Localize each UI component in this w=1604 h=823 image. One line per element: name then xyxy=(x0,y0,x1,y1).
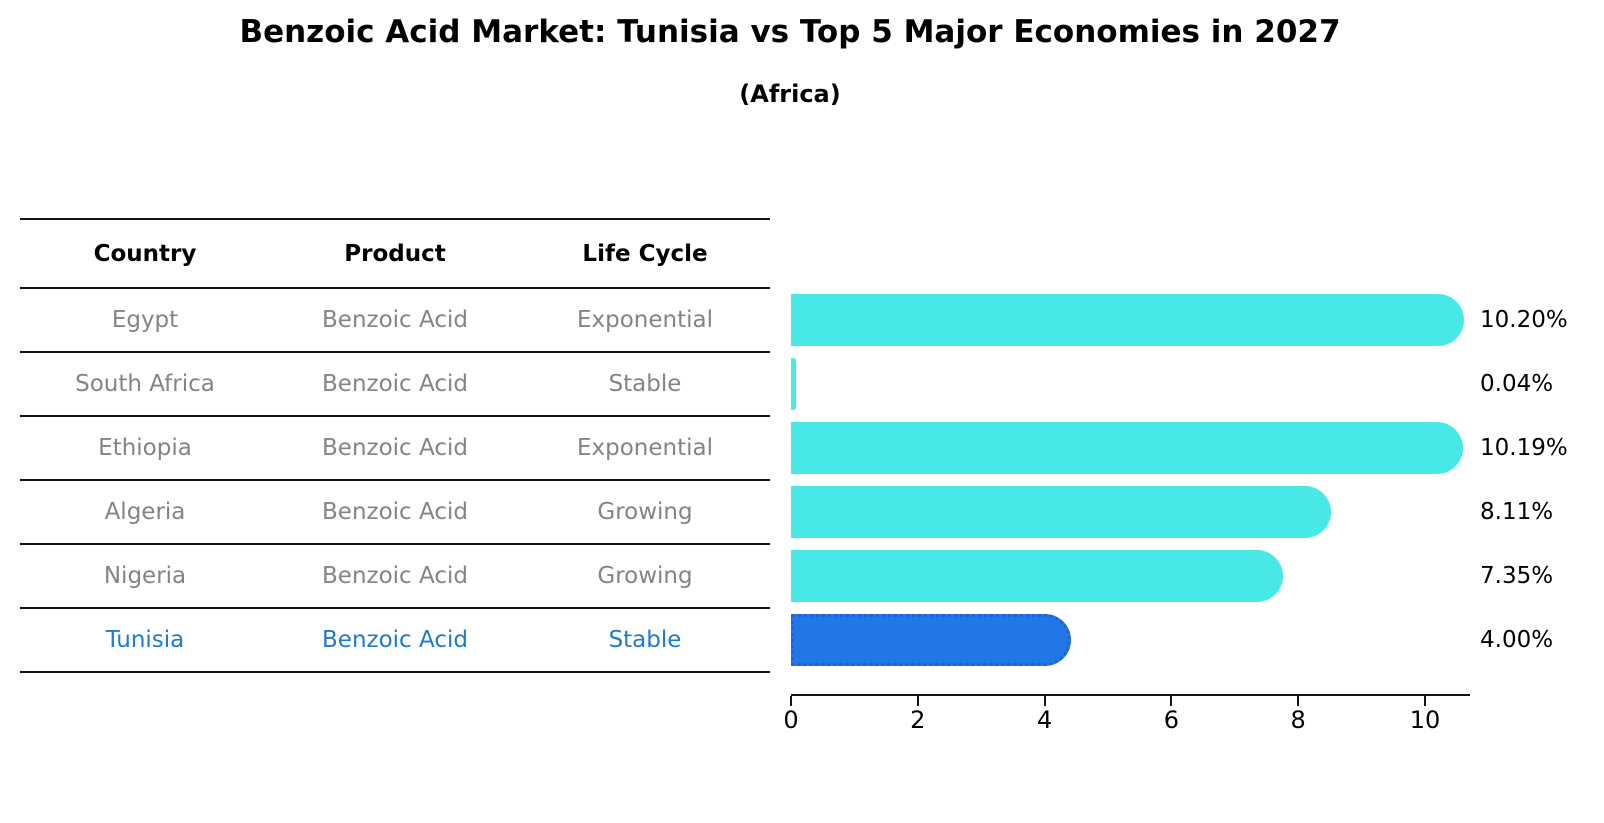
bar-south-africa xyxy=(791,358,797,410)
value-label-nigeria: 7.35% xyxy=(1480,563,1554,589)
x-tick-label-0: 0 xyxy=(783,706,799,734)
table-row-algeria: Algeria Benzoic Acid Growing xyxy=(20,481,770,545)
product-cell: Benzoic Acid xyxy=(322,371,468,397)
table-row-south-africa: South Africa Benzoic Acid Stable xyxy=(20,353,770,417)
product-cell: Benzoic Acid xyxy=(322,307,468,333)
life-cycle-cell: Growing xyxy=(597,499,693,525)
bar-egypt xyxy=(791,294,1464,346)
table-row-egypt: Egypt Benzoic Acid Exponential xyxy=(20,289,770,353)
x-tick-mark-8 xyxy=(1297,696,1300,706)
product-cell: Benzoic Acid xyxy=(322,563,468,589)
chart-title: Benzoic Acid Market: Tunisia vs Top 5 Ma… xyxy=(239,14,1341,50)
life-cycle-cell: Stable xyxy=(608,627,682,653)
bar-ethiopia xyxy=(791,422,1464,474)
bar-tunisia xyxy=(791,614,1071,666)
country-cell: Ethiopia xyxy=(98,435,192,461)
life-cycle-cell: Stable xyxy=(608,371,682,397)
chart-subtitle: (Africa) xyxy=(739,80,841,108)
value-label-egypt: 10.20% xyxy=(1480,307,1568,333)
x-tick-label-2: 2 xyxy=(910,706,926,734)
x-tick-label-4: 4 xyxy=(1036,706,1053,734)
x-tick-mark-4 xyxy=(1043,696,1046,706)
table-body: Egypt Benzoic Acid Exponential South Africa… xyxy=(20,289,770,673)
x-tick-mark-6 xyxy=(1170,696,1173,706)
x-tick-mark-0 xyxy=(790,696,792,706)
value-label-algeria: 8.11% xyxy=(1480,499,1554,525)
value-label-south-africa: 0.04% xyxy=(1480,371,1554,397)
bar-nigeria xyxy=(791,550,1283,602)
value-label-ethiopia: 10.19% xyxy=(1480,435,1568,461)
x-tick-label-10: 10 xyxy=(1409,706,1441,734)
country-cell: Nigeria xyxy=(103,563,187,589)
country-cell: Egypt xyxy=(111,307,179,333)
x-tick-label-8: 8 xyxy=(1290,706,1306,734)
x-tick-label-6: 6 xyxy=(1163,706,1180,734)
country-cell: Algeria xyxy=(104,499,186,525)
bar-algeria xyxy=(791,486,1332,538)
product-cell: Benzoic Acid xyxy=(322,435,468,461)
table-header-row: Country Product Life Cycle xyxy=(20,220,770,289)
x-tick-mark-2 xyxy=(916,696,919,706)
x-tick-mark-10 xyxy=(1424,696,1426,706)
life-cycle-cell: Growing xyxy=(597,563,693,589)
life-cycle-cell: Exponential xyxy=(576,435,713,461)
column-header-life-cycle: Life Cycle xyxy=(582,240,708,267)
life-cycle-cell: Exponential xyxy=(576,307,713,333)
x-axis-line xyxy=(791,694,1470,696)
product-cell: Benzoic Acid xyxy=(322,627,468,653)
table-row-ethiopia: Ethiopia Benzoic Acid Exponential xyxy=(20,417,770,481)
value-label-tunisia: 4.00% xyxy=(1480,627,1554,653)
table-row-nigeria: Nigeria Benzoic Acid Growing xyxy=(20,545,770,609)
product-cell: Benzoic Acid xyxy=(322,499,468,525)
country-cell: South Africa xyxy=(75,371,215,397)
table-row-tunisia: Tunisia Benzoic Acid Stable xyxy=(20,609,770,673)
column-header-country: Country xyxy=(93,240,197,267)
country-cell: Tunisia xyxy=(105,627,185,653)
country-info-table: Country Product Life Cycle Egypt Benzoic … xyxy=(20,218,770,673)
column-header-product: Product xyxy=(344,240,446,267)
